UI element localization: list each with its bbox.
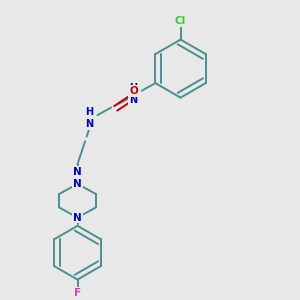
Text: H
N: H N (85, 107, 93, 129)
Text: O: O (130, 86, 138, 96)
Text: H
N: H N (129, 83, 137, 105)
Text: Cl: Cl (175, 16, 186, 26)
Text: F: F (74, 288, 81, 298)
Text: N: N (73, 179, 82, 189)
Text: N: N (73, 167, 82, 177)
Text: N: N (73, 212, 82, 223)
